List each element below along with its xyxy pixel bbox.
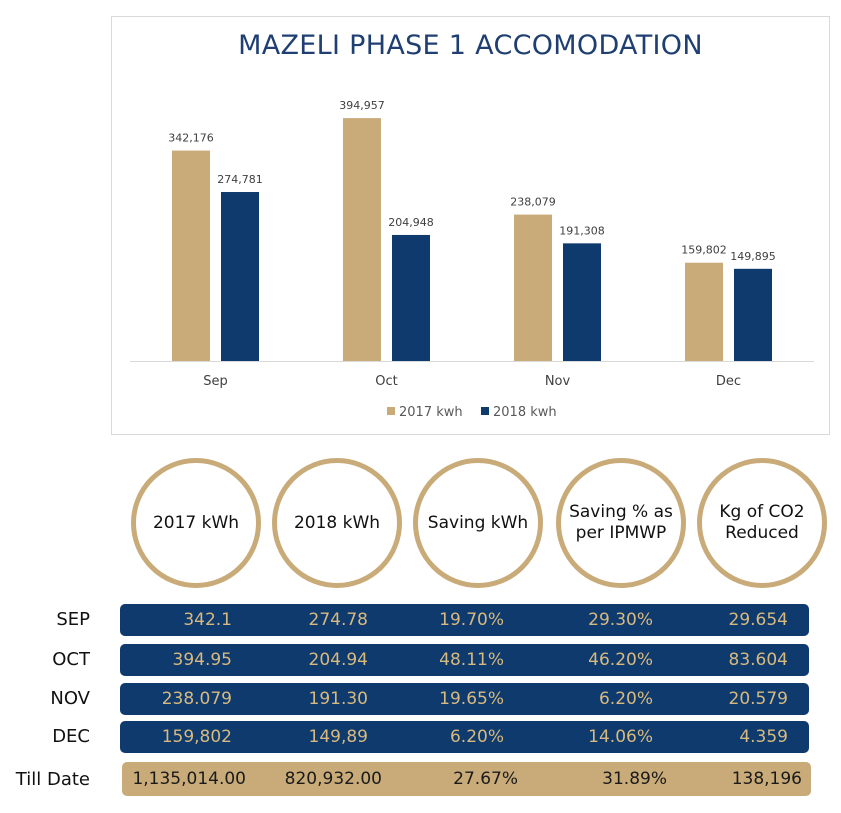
table-row: 238.079 191.30 19.65% 6.20% 20.579 [120, 683, 809, 715]
bar-chart: 342,176 274,781 Sep 394,957 204,948 Oct 238,07… [130, 99, 814, 420]
table-row: 342.1 274.78 19.70% 29.30% 29.654 [120, 604, 809, 636]
header-circle: Saving % as per IPMWP [556, 458, 686, 588]
data-label: 342,176 [168, 132, 214, 145]
data-label: 191,308 [559, 224, 605, 237]
legend-label: 2017 kwh [399, 405, 463, 420]
table-cell: 29.654 [728, 610, 788, 630]
row-label: Till Date [15, 769, 90, 790]
table-cell: 159,802 [161, 727, 232, 747]
table-cell: 149,89 [308, 727, 368, 747]
data-label: 204,948 [388, 216, 434, 229]
header-circle: 2017 kWh [131, 458, 261, 588]
data-label: 238,079 [510, 196, 556, 209]
bar-sep-2017 [172, 150, 210, 361]
table-cell: 6.20% [598, 689, 653, 709]
bar-dec-2018 [734, 268, 772, 361]
table-row: 159,802 149,89 6.20% 14.06% 4.359 [120, 721, 809, 753]
x-tick-label: Nov [545, 374, 571, 389]
table-row: 394.95 204.94 48.11% 46.20% 83.604 [120, 644, 809, 676]
x-tick-label: Oct [375, 374, 397, 389]
table-cell: 29.30% [588, 610, 653, 630]
data-label: 159,802 [681, 244, 727, 257]
header-circle: 2018 kWh [272, 458, 402, 588]
table-cell: 394.95 [172, 650, 232, 670]
table-cell: 204.94 [308, 650, 368, 670]
table-cell: 4.359 [739, 727, 788, 747]
bar-oct-2018 [392, 234, 430, 361]
table-cell: 6.20% [449, 727, 504, 747]
bar-nov-2017 [514, 214, 552, 361]
header-circle: Kg of CO2 Reduced [697, 458, 827, 588]
table-cell: 238.079 [161, 689, 232, 709]
legend-swatch-2017 [387, 407, 395, 415]
data-label: 149,895 [730, 250, 776, 263]
chart-title: MAZELI PHASE 1 ACCOMODATION [238, 30, 703, 61]
table-cell: 46.20% [588, 650, 653, 670]
bar-nov-2018 [563, 243, 601, 361]
table-cell: 274.78 [308, 610, 368, 630]
legend-label: 2018 kwh [493, 405, 557, 420]
x-tick-label: Sep [203, 374, 228, 389]
table-cell: 342.1 [183, 610, 232, 630]
table-cell: 820,932.00 [284, 769, 382, 789]
x-tick-label: Dec [716, 374, 741, 389]
table-cell: 1,135,014.00 [132, 769, 246, 789]
bar-dec-2017 [685, 262, 723, 361]
legend-swatch-2018 [481, 407, 489, 415]
table-cell: 191.30 [308, 689, 368, 709]
table-cell: 20.579 [728, 689, 788, 709]
row-label: DEC [52, 726, 90, 747]
table-cell: 14.06% [588, 727, 653, 747]
row-label: NOV [50, 688, 90, 709]
chart-panel: MAZELI PHASE 1 ACCOMODATION 342,176 274,7… [111, 16, 830, 435]
table-cell: 31.89% [602, 769, 667, 789]
data-label: 394,957 [339, 99, 385, 112]
bar-sep-2018 [221, 192, 259, 361]
table-cell: 19.65% [439, 689, 504, 709]
table-cell: 83.604 [728, 650, 788, 670]
header-circle: Saving kWh [413, 458, 543, 588]
data-label: 274,781 [217, 173, 263, 186]
table-cell: 19.70% [439, 610, 504, 630]
total-row: 1,135,014.00 820,932.00 27.67% 31.89% 138,19… [122, 762, 811, 796]
row-label: OCT [52, 649, 90, 670]
table-cell: 48.11% [439, 650, 504, 670]
table-cell: 138,196 [731, 769, 802, 789]
row-label: SEP [56, 609, 90, 630]
bar-oct-2017 [343, 118, 381, 362]
table-cell: 27.67% [453, 769, 518, 789]
